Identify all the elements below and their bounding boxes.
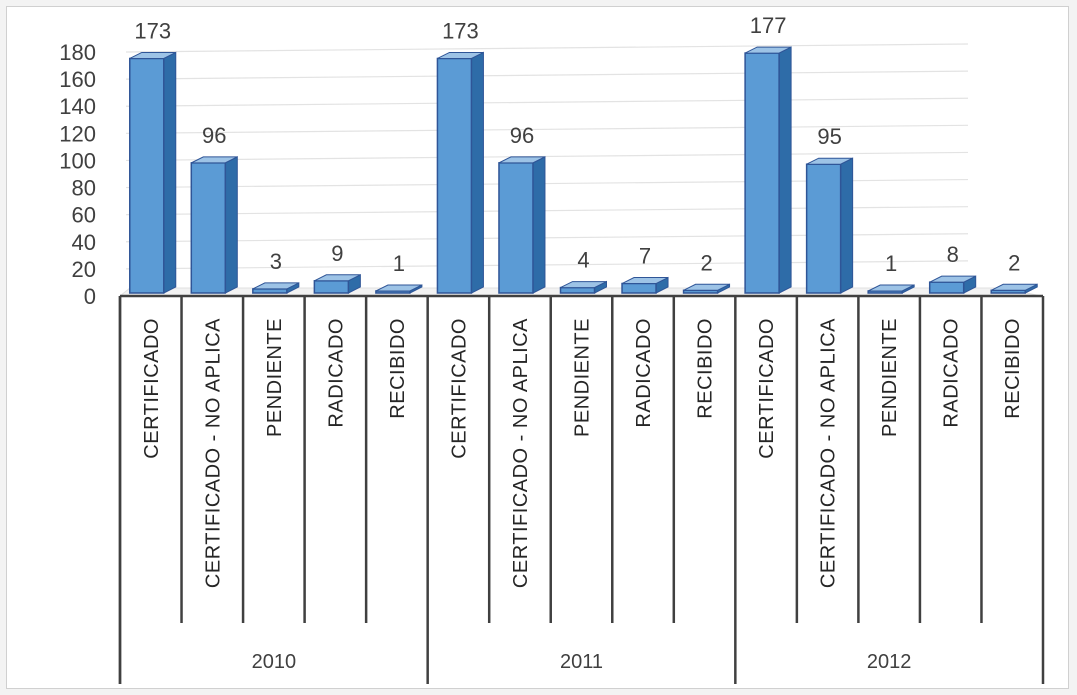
data-label: 7 (639, 244, 651, 269)
bar-top (437, 51, 484, 59)
bar-side (532, 156, 546, 294)
bar-top (867, 284, 915, 292)
bar (129, 51, 177, 294)
gridline (125, 43, 969, 53)
data-label: 1 (885, 251, 897, 276)
data-label: 1 (393, 251, 405, 276)
y-tick-label: 140 (59, 94, 96, 119)
bar (744, 46, 792, 294)
bar (990, 283, 1038, 294)
y-tick-label: 100 (59, 148, 96, 173)
bar-top (744, 46, 792, 54)
bar-top (375, 284, 423, 292)
y-tick-label: 60 (72, 203, 96, 228)
category-label: CERTIFICADO (141, 318, 163, 459)
bar-top (560, 281, 607, 289)
data-label: 173 (134, 18, 171, 43)
bar-side (163, 51, 177, 294)
bar-top (498, 156, 546, 164)
bar (867, 284, 915, 294)
bar-top (683, 283, 730, 291)
y-tick-label: 180 (59, 40, 96, 65)
data-label: 2 (1008, 250, 1020, 275)
data-label: 2 (700, 250, 712, 275)
gridline (125, 70, 969, 80)
bar-front (190, 162, 227, 294)
data-label: 96 (202, 123, 226, 148)
group-label: 2011 (560, 651, 603, 673)
bar-front (559, 286, 596, 294)
bar (928, 275, 977, 294)
y-tick-label: 20 (72, 257, 96, 282)
bar-top (191, 156, 238, 164)
data-label: 95 (817, 124, 841, 149)
category-label: CERTIFICADO (448, 318, 470, 459)
category-label: CERTIFICADO (756, 318, 778, 459)
bar-top (806, 157, 853, 165)
y-tick-label: 120 (59, 121, 96, 146)
data-label: 177 (750, 13, 787, 38)
category-label: CERTIFICADO - NO APLICA (510, 318, 532, 588)
data-label: 96 (510, 123, 534, 148)
bar-front (313, 280, 350, 294)
chart-frame (6, 6, 1069, 689)
bar-front (621, 282, 657, 294)
category-label: RADICADO (941, 318, 963, 428)
bar (621, 276, 669, 294)
bar-side (470, 51, 484, 294)
bar (313, 273, 361, 294)
gridline (125, 151, 969, 162)
category-label: RADICADO (633, 318, 655, 428)
group-label: 2012 (867, 651, 912, 673)
bar-front (928, 281, 965, 294)
bar (682, 283, 731, 294)
group-label: 2010 (252, 651, 297, 673)
data-label: 3 (270, 249, 282, 274)
y-tick-label: 160 (59, 67, 96, 92)
category-label: CERTIFICADO - NO APLICA (202, 318, 224, 588)
bar (190, 156, 238, 294)
bar-front (744, 52, 780, 294)
gridline (125, 124, 969, 134)
category-label: RECIBIDO (387, 318, 409, 419)
category-label: RADICADO (325, 318, 347, 428)
bar-front (805, 163, 842, 294)
bar (805, 157, 854, 294)
bar-top (991, 283, 1038, 291)
bar-side (778, 46, 792, 294)
category-label: RECIBIDO (695, 318, 717, 419)
bar (375, 284, 423, 294)
y-tick-label: 40 (72, 230, 96, 255)
category-label: RECIBIDO (1002, 318, 1024, 419)
category-label: CERTIFICADO - NO APLICA (818, 318, 840, 588)
data-label: 4 (577, 248, 589, 273)
bar-top (252, 282, 300, 290)
data-label: 8 (947, 242, 959, 267)
bar-front (436, 57, 473, 294)
gridline (125, 97, 969, 107)
y-tick-label: 80 (72, 176, 96, 201)
bar-side (840, 157, 854, 294)
data-label: 173 (442, 18, 479, 43)
category-label: PENDIENTE (572, 318, 594, 437)
data-label: 9 (331, 241, 343, 266)
category-label: PENDIENTE (264, 318, 286, 437)
bar-top (621, 277, 669, 285)
bar (436, 51, 484, 294)
bar (559, 280, 607, 294)
bar-front (129, 57, 165, 294)
bar-side (224, 156, 238, 294)
category-label: PENDIENTE (879, 318, 901, 437)
bar-top (929, 275, 976, 283)
bar-front (498, 162, 534, 294)
bar (498, 156, 546, 294)
bar-front (252, 288, 288, 294)
y-tick-label: 0 (84, 284, 96, 309)
bar (252, 282, 300, 294)
bar-top (129, 51, 176, 59)
bar-top (314, 274, 361, 282)
